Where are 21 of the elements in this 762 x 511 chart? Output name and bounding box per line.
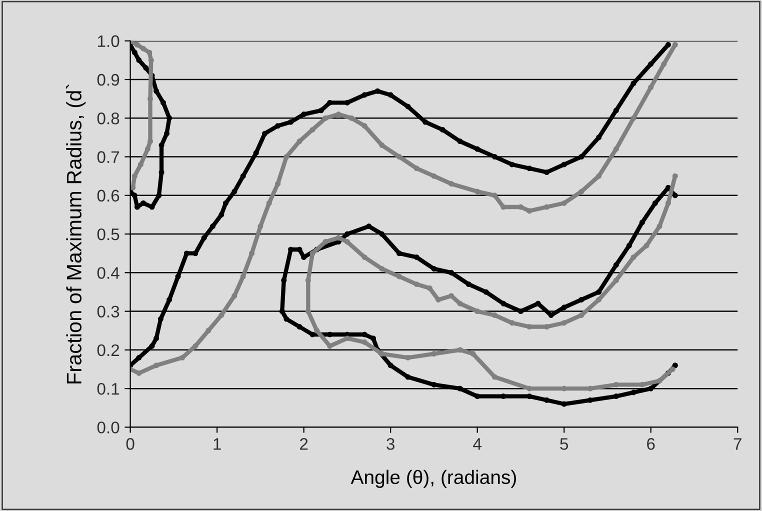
y-tick-label: 0.7 — [97, 151, 120, 163]
y-tick-label: 0.2 — [97, 344, 120, 356]
x-tick-label: 7 — [734, 438, 742, 450]
x-axis-title: Angle (θ), (radians) — [350, 470, 516, 488]
x-tick-label: 2 — [300, 438, 308, 450]
y-tick-label: 0.4 — [97, 267, 120, 279]
y-tick-label: 0.9 — [97, 74, 120, 86]
y-tick-label: 0.6 — [97, 190, 120, 202]
x-tick-label: 5 — [560, 438, 568, 450]
y-tick-label: 0.5 — [97, 228, 120, 240]
y-tick-label: 1.0 — [98, 35, 120, 48]
x-tick-label: 3 — [386, 438, 394, 450]
x-tick-label: 6 — [647, 438, 655, 450]
y-tick-label: 0.8 — [97, 112, 120, 124]
x-tick-label: 4 — [473, 438, 482, 450]
y-tick-label: 0.1 — [97, 382, 120, 395]
y-axis-title: Fraction of Maximum Radius, (d` — [66, 84, 86, 384]
y-tick-label: 0.0 — [97, 422, 120, 434]
y-tick-label: 0.3 — [97, 306, 120, 318]
x-tick-label: 0 — [126, 438, 134, 450]
x-tick-label: 1 — [214, 438, 221, 450]
